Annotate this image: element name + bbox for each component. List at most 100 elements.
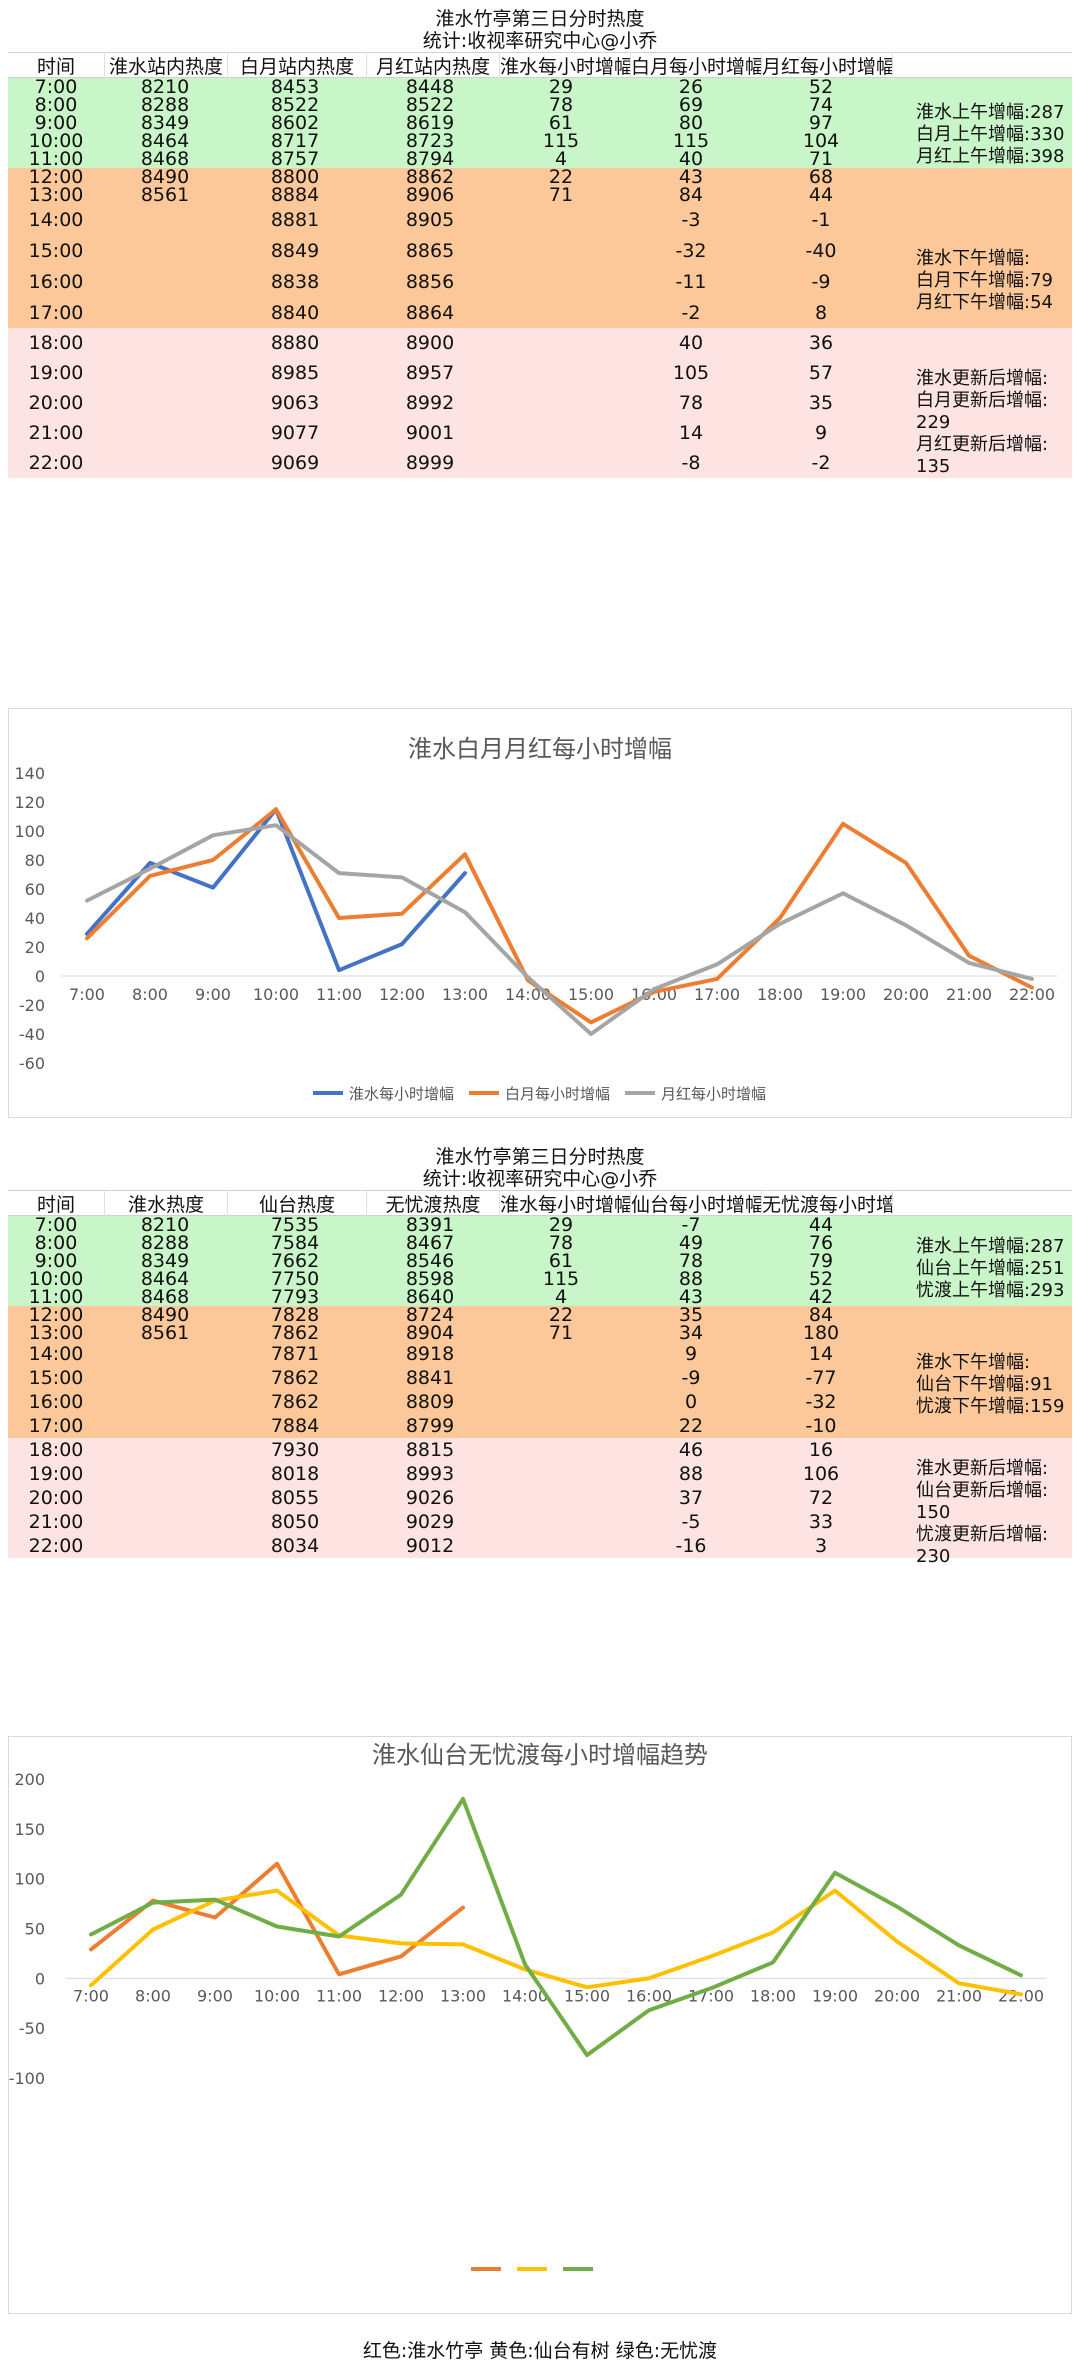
table-cell: 71	[808, 148, 834, 170]
table-cell: 0	[684, 1391, 698, 1413]
afternoon-summary-note: 淮水下午增幅: 仙台下午增幅:91 忧渡下午增幅:159	[916, 1352, 1064, 1418]
table-cell: 49	[678, 1232, 704, 1254]
data-point	[778, 922, 782, 926]
table-cell: 8840	[270, 301, 320, 324]
table-cell: 8349	[140, 112, 190, 134]
table-row: 8:00 8288 7584 8467 78 49 76	[8, 1232, 1072, 1254]
table-cell: 8862	[405, 166, 455, 188]
table-cell: 8985	[270, 362, 320, 384]
table-cell: 8391	[405, 1214, 455, 1236]
table-cell: 7862	[270, 1367, 320, 1389]
table-cell: -2	[681, 301, 701, 324]
x-tick-label: 12:00	[378, 1986, 424, 2005]
table-cell: 8349	[140, 1250, 190, 1272]
evening-summary-note: 淮水更新后增幅: 仙台更新后增幅: 150 忧渡更新后增幅: 230	[916, 1458, 1048, 1568]
summary-line: 忧渡上午增幅:293	[916, 1280, 1065, 1301]
data-point	[85, 936, 89, 940]
table-cell: 8841	[405, 1367, 455, 1389]
table-cell: -40	[805, 239, 837, 262]
x-tick-label: 15:00	[564, 1986, 610, 2005]
table-row: 14:00 8881 8905 -3 -1	[8, 204, 1072, 235]
data-point	[1019, 1992, 1023, 1996]
summary-line: 白月下午增幅:79	[916, 270, 1053, 291]
x-tick-label: 8:00	[135, 1986, 171, 2005]
table-cell: 88	[678, 1268, 704, 1290]
table-row: 21:00 8050 9029 -5 33	[8, 1510, 1072, 1534]
y-tick-label: 60	[25, 880, 45, 899]
data-point	[337, 1934, 341, 1939]
afternoon-band: 12:00 8490 8800 8862 22 43 68 13:00 8561 8884 8906…	[8, 166, 1072, 328]
table-cell: 88	[678, 1463, 704, 1485]
table-cell: 115	[672, 130, 710, 152]
table-cell: 16	[808, 1439, 834, 1461]
table-cell: 8490	[140, 166, 190, 188]
col-header: 时间	[8, 1189, 105, 1217]
table-cell: 9001	[405, 422, 455, 444]
table-cell: 8018	[270, 1463, 320, 1485]
chart-1: 淮水白月月红每小时增幅 -60 -40 -20 0 20 40 60 80 100 120 140 7:…	[8, 708, 1072, 1118]
table-cell: 8906	[405, 184, 455, 206]
data-point	[585, 2053, 589, 2057]
table-cell: 8905	[405, 208, 455, 231]
morning-band: 7:00 8210 8453 8448 29 26 52 8:00 8288 8522 8522 78…	[8, 76, 1072, 170]
chart-title: 淮水仙台无忧渡每小时增幅趋势	[372, 1741, 708, 1769]
data-point	[957, 1981, 961, 1985]
data-point	[89, 1947, 93, 1952]
table-2-subtitle: 统计:收视率研究中心@小乔	[422, 1168, 658, 1190]
table-cell: 7884	[270, 1415, 320, 1437]
x-tick-label: 7:00	[69, 985, 105, 1004]
table-cell: 8856	[405, 270, 455, 293]
x-tick-label: 20:00	[874, 1986, 920, 2005]
x-tick-label: 7:00	[73, 1986, 109, 2005]
table-cell: 44	[808, 184, 834, 206]
table-cell: 9077	[270, 422, 320, 444]
summary-line: 150	[916, 1502, 951, 1523]
table-cell: 104	[802, 130, 840, 152]
series-line-1	[89, 1861, 465, 1977]
x-tick-label: 17:00	[694, 985, 740, 1004]
col-header: 仙台热度	[228, 1189, 367, 1217]
data-point	[715, 962, 719, 966]
table-cell: 20:00	[28, 392, 84, 414]
table-row: 22:00 9069 8999 -8 -2	[8, 448, 1072, 478]
col-header: 时间	[8, 51, 105, 79]
table-cell: 16:00	[28, 1391, 84, 1413]
table-cell: 11:00	[28, 1286, 84, 1308]
afternoon-band: 12:00 8490 7828 8724 22 35 84 13:00 8561 7862 8904…	[8, 1304, 1072, 1438]
chart-2: 淮水仙台无忧渡每小时增幅趋势 -100 -50 0 50 100 150 200 7:00 8:0…	[8, 1736, 1072, 2314]
table-cell: 12:00	[28, 166, 84, 188]
data-point	[213, 1897, 217, 1902]
table-cell: 8453	[270, 76, 320, 98]
table-cell: 8717	[270, 130, 320, 152]
y-tick-label: 200	[14, 1770, 45, 1789]
table-cell: 8055	[270, 1487, 320, 1509]
table-cell: 8561	[140, 184, 190, 206]
data-point	[463, 852, 467, 856]
table-cell: 8865	[405, 239, 455, 262]
summary-line: 白月上午增幅:330	[916, 124, 1065, 145]
table-cell: 22	[548, 166, 574, 188]
table-cell: 7862	[270, 1322, 320, 1344]
table-cell: -7	[681, 1214, 701, 1236]
x-tick-label: 11:00	[316, 1986, 362, 2005]
table-cell: 8619	[405, 112, 455, 134]
table-cell: 8210	[140, 1214, 190, 1236]
table-cell: 9:00	[34, 112, 78, 134]
table-cell: 8757	[270, 148, 320, 170]
table-cell: 106	[802, 1463, 840, 1485]
summary-line: 仙台上午增幅:251	[916, 1258, 1065, 1279]
summary-line: 月红更新后增幅:	[916, 434, 1049, 455]
table-cell: 52	[808, 1268, 834, 1290]
series-line-2	[89, 1888, 1023, 1997]
table-cell: 17:00	[28, 301, 84, 324]
summary-line: 仙台下午增幅:91	[916, 1374, 1053, 1395]
table-cell: 61	[548, 1250, 574, 1272]
table-cell: 9012	[405, 1535, 455, 1557]
col-header: 仙台每小时增幅	[631, 1189, 762, 1217]
summary-line: 忧渡更新后增幅:	[916, 1524, 1049, 1545]
table-cell: 8464	[140, 130, 190, 152]
data-point	[841, 822, 845, 826]
table-cell: 35	[678, 1304, 704, 1326]
summary-line: 月红上午增幅:398	[916, 146, 1065, 167]
table-cell: 9069	[270, 452, 320, 474]
